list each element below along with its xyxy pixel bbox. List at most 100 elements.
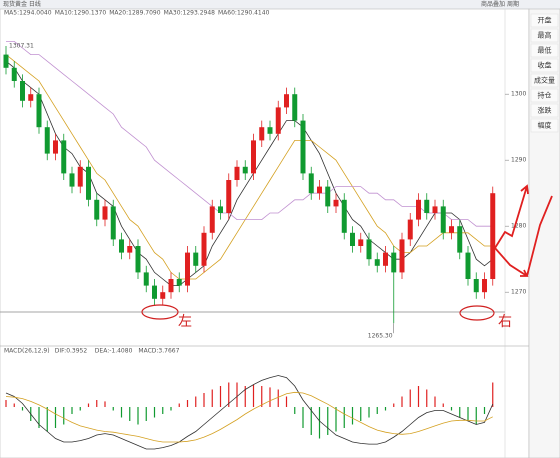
sidebar-button[interactable]	[530, 118, 559, 133]
candle-body	[399, 239, 405, 273]
y-tick-label: 1270	[511, 289, 526, 296]
candle-body	[366, 239, 372, 260]
legend-text: MA5:1294.0040	[4, 10, 52, 17]
legend-text: MACD:3.7667	[138, 348, 179, 355]
annotation: 左	[178, 314, 192, 330]
sidebar-label[interactable]: 涨跌	[538, 106, 552, 115]
candle-body	[391, 252, 397, 273]
candle-body	[242, 166, 248, 174]
candle-body	[473, 279, 479, 293]
candle-body	[193, 252, 199, 266]
candle-body	[152, 285, 157, 299]
candle-body	[119, 239, 124, 253]
candle-body	[102, 206, 108, 220]
candle-body	[185, 252, 190, 286]
high-label: 1307.31	[9, 42, 34, 49]
candle-body	[3, 54, 9, 68]
annotation: 右	[498, 314, 512, 330]
candle-body	[11, 67, 17, 81]
ma-line	[5, 54, 493, 280]
candle-body	[61, 140, 67, 174]
candle-body	[135, 246, 141, 273]
candle-body	[94, 199, 100, 220]
candle-body	[218, 206, 223, 213]
candle-body	[53, 140, 58, 154]
candle-body	[251, 140, 256, 174]
candle-body	[209, 206, 215, 233]
candle-body	[440, 206, 446, 233]
legend-text: DIF:0.3952	[55, 348, 88, 355]
candle-body	[308, 173, 314, 194]
candle-body	[424, 199, 430, 213]
candle-body	[36, 94, 42, 128]
candle-body	[44, 127, 50, 154]
candle-body	[383, 252, 388, 266]
legend-text: MA10:1290.1370	[55, 10, 107, 17]
candle-body	[86, 166, 91, 200]
candle-body	[490, 193, 496, 279]
circle-right	[459, 305, 495, 321]
candle-body	[341, 199, 347, 233]
candle-body	[160, 292, 166, 299]
candle-body	[333, 199, 339, 207]
candle-body	[457, 226, 463, 253]
sidebar-button[interactable]	[530, 103, 559, 118]
candle-body	[77, 166, 83, 187]
candle-body	[374, 259, 380, 266]
candle-body	[465, 252, 471, 279]
sidebar-label[interactable]: 收盘	[538, 61, 552, 70]
sidebar-label[interactable]: 最高	[538, 31, 552, 40]
sidebar-button[interactable]	[530, 58, 559, 73]
candle-body	[284, 94, 289, 108]
candle-body	[325, 186, 331, 207]
sidebar-button[interactable]	[530, 88, 559, 103]
low-label: 1265.30	[368, 333, 393, 340]
legend-text: DEA:-1.4080	[95, 348, 133, 355]
candle-body	[292, 94, 298, 121]
sidebar-label[interactable]: 成交量	[534, 76, 555, 85]
sidebar-button[interactable]	[530, 43, 559, 58]
candle-body	[350, 232, 355, 246]
forecast-arrows	[494, 184, 553, 277]
candle-body	[317, 186, 322, 194]
candle-body	[69, 173, 75, 187]
sidebar-button[interactable]	[530, 13, 559, 28]
y-tick-label: 1300	[511, 91, 526, 98]
candle-body	[432, 206, 438, 213]
candle-body	[358, 239, 364, 246]
candle-body	[143, 272, 149, 286]
ma-line	[5, 391, 493, 443]
title-bar	[0, 0, 560, 9]
legend-text: MA60:1290.4140	[218, 10, 270, 17]
sidebar-label[interactable]: 开盘	[538, 16, 552, 25]
y-tick-label: 1280	[511, 223, 526, 230]
sidebar-label[interactable]: 幅度	[538, 121, 552, 130]
circle-left	[141, 304, 179, 320]
candle-body	[226, 180, 232, 213]
menu[interactable]: 商品叠加 周期	[481, 0, 519, 8]
candle-body	[168, 279, 174, 293]
ma-line	[6, 41, 493, 227]
sidebar-label[interactable]: 持仓	[538, 91, 552, 100]
legend-text: MA30:1293.2948	[164, 10, 216, 17]
candle-body	[234, 166, 240, 180]
candle-body	[110, 206, 116, 240]
candle-body	[176, 279, 182, 286]
window-title: 现货黄金 日线	[3, 0, 41, 8]
candle-body	[259, 127, 265, 141]
sidebar-label[interactable]: 最低	[538, 46, 552, 55]
candle-body	[300, 120, 306, 174]
candle-body	[201, 232, 207, 266]
legend-text: MACD(26,12,9)	[4, 348, 50, 355]
candle-body	[482, 279, 487, 293]
candle-body	[28, 94, 34, 101]
sidebar-button[interactable]	[530, 73, 559, 88]
legend-text: MA20:1289.7090	[109, 10, 161, 17]
sidebar-button[interactable]	[530, 28, 559, 43]
candle-body	[449, 226, 454, 233]
candle-body	[267, 127, 273, 134]
candle-body	[407, 219, 413, 240]
candle-body	[127, 246, 133, 253]
